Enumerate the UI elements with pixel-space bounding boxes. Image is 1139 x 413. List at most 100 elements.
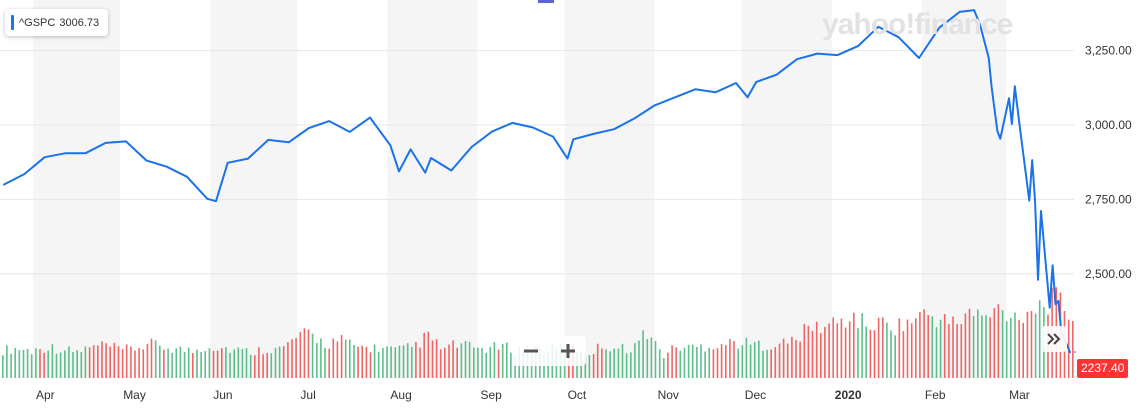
month-band bbox=[210, 0, 298, 378]
x-tick-label: Oct bbox=[568, 388, 587, 402]
month-band bbox=[33, 0, 121, 378]
volume-bar bbox=[84, 346, 87, 378]
volume-bar bbox=[316, 343, 318, 378]
volume-bar bbox=[931, 316, 934, 378]
volume-bar bbox=[72, 352, 74, 378]
volume-bar bbox=[807, 325, 810, 378]
volume-bar bbox=[737, 348, 739, 378]
zoom-out-button[interactable] bbox=[516, 336, 546, 366]
volume-bar bbox=[390, 346, 392, 378]
volume-bar bbox=[696, 346, 698, 378]
volume-bar bbox=[642, 330, 644, 378]
volume-bar bbox=[435, 339, 438, 378]
volume-bar bbox=[26, 349, 29, 378]
volume-bar bbox=[55, 353, 58, 378]
volume-bar bbox=[353, 345, 355, 378]
volume-bar bbox=[906, 319, 909, 378]
x-tick-label: Sep bbox=[481, 388, 503, 402]
volume-bar bbox=[741, 345, 744, 378]
scroll-to-latest-button[interactable] bbox=[1041, 326, 1067, 352]
volume-bar bbox=[485, 352, 487, 378]
volume-bar bbox=[241, 348, 244, 378]
volume-bar bbox=[886, 322, 888, 378]
volume-bar bbox=[39, 349, 41, 378]
yahoo-finance-logo: yahoo!finance bbox=[822, 8, 1013, 41]
volume-bar bbox=[605, 349, 607, 378]
volume-bar bbox=[497, 349, 500, 378]
volume-bar bbox=[820, 333, 822, 378]
x-tick-label: Jun bbox=[213, 388, 232, 402]
volume-bar bbox=[836, 323, 839, 378]
volume-bar bbox=[225, 347, 227, 378]
volume-bar bbox=[142, 349, 145, 378]
volume-bar bbox=[939, 319, 942, 378]
volume-bar bbox=[464, 340, 467, 378]
volume-bar bbox=[952, 316, 954, 378]
volume-bar bbox=[117, 346, 120, 378]
volume-bar bbox=[956, 323, 958, 378]
volume-bar bbox=[109, 346, 111, 378]
volume-bar bbox=[613, 348, 615, 378]
volume-bars bbox=[2, 287, 1074, 378]
volume-bar bbox=[968, 308, 971, 378]
volume-bar bbox=[766, 349, 768, 378]
volume-bar bbox=[270, 353, 273, 378]
volume-bar bbox=[691, 344, 694, 378]
volume-bar bbox=[10, 353, 12, 378]
volume-bar bbox=[431, 340, 434, 378]
volume-bar bbox=[419, 347, 421, 378]
volume-bar bbox=[477, 347, 479, 378]
x-tick-label: Jul bbox=[300, 388, 315, 402]
volume-bar bbox=[948, 324, 950, 378]
volume-bar bbox=[514, 354, 516, 378]
volume-bar bbox=[601, 348, 603, 378]
volume-bar bbox=[349, 339, 351, 378]
volume-bar bbox=[873, 330, 876, 378]
volume-bar bbox=[791, 336, 793, 378]
volume-bar bbox=[1014, 312, 1016, 378]
zoom-in-button[interactable] bbox=[553, 336, 583, 366]
volume-bar bbox=[113, 342, 116, 378]
volume-bar bbox=[774, 347, 777, 378]
volume-bar bbox=[898, 318, 901, 378]
volume-bar bbox=[943, 314, 946, 378]
volume-bar bbox=[704, 351, 706, 378]
volume-bar bbox=[154, 340, 157, 378]
volume-bar bbox=[295, 338, 297, 378]
volume-bar bbox=[596, 343, 599, 378]
x-tick-label: Mar bbox=[1009, 388, 1030, 402]
volume-bar bbox=[630, 352, 632, 378]
volume-bar bbox=[411, 346, 413, 378]
volume-bar bbox=[291, 339, 293, 378]
volume-bar bbox=[609, 351, 611, 378]
volume-bar bbox=[997, 304, 1000, 378]
volume-bar bbox=[377, 352, 380, 378]
volume-bar bbox=[212, 350, 215, 378]
volume-bar bbox=[663, 358, 665, 378]
month-bands bbox=[33, 0, 1007, 378]
volume-bar bbox=[311, 333, 314, 378]
volume-bar bbox=[101, 341, 103, 378]
volume-bar bbox=[64, 350, 66, 378]
volume-bar bbox=[725, 345, 727, 378]
series-legend[interactable]: ^GSPC 3006.73 bbox=[5, 9, 109, 36]
volume-bar bbox=[828, 323, 830, 378]
volume-bar bbox=[35, 348, 37, 378]
gridlines bbox=[0, 50, 1074, 275]
volume-bar bbox=[278, 346, 281, 378]
volume-bar bbox=[92, 345, 95, 378]
volume-bar bbox=[733, 341, 735, 378]
y-tick-label: 3,250.00 bbox=[1085, 44, 1132, 58]
volume-bar bbox=[249, 354, 252, 378]
volume-bar bbox=[634, 343, 636, 378]
volume-bar bbox=[894, 335, 896, 378]
volume-bar bbox=[712, 349, 715, 378]
volume-bar bbox=[183, 352, 186, 378]
volume-bar bbox=[274, 347, 277, 378]
volume-bar bbox=[877, 317, 880, 378]
volume-bar bbox=[588, 355, 591, 378]
volume-bar bbox=[336, 341, 339, 378]
volume-bar bbox=[233, 349, 235, 378]
volume-bar bbox=[749, 344, 752, 378]
